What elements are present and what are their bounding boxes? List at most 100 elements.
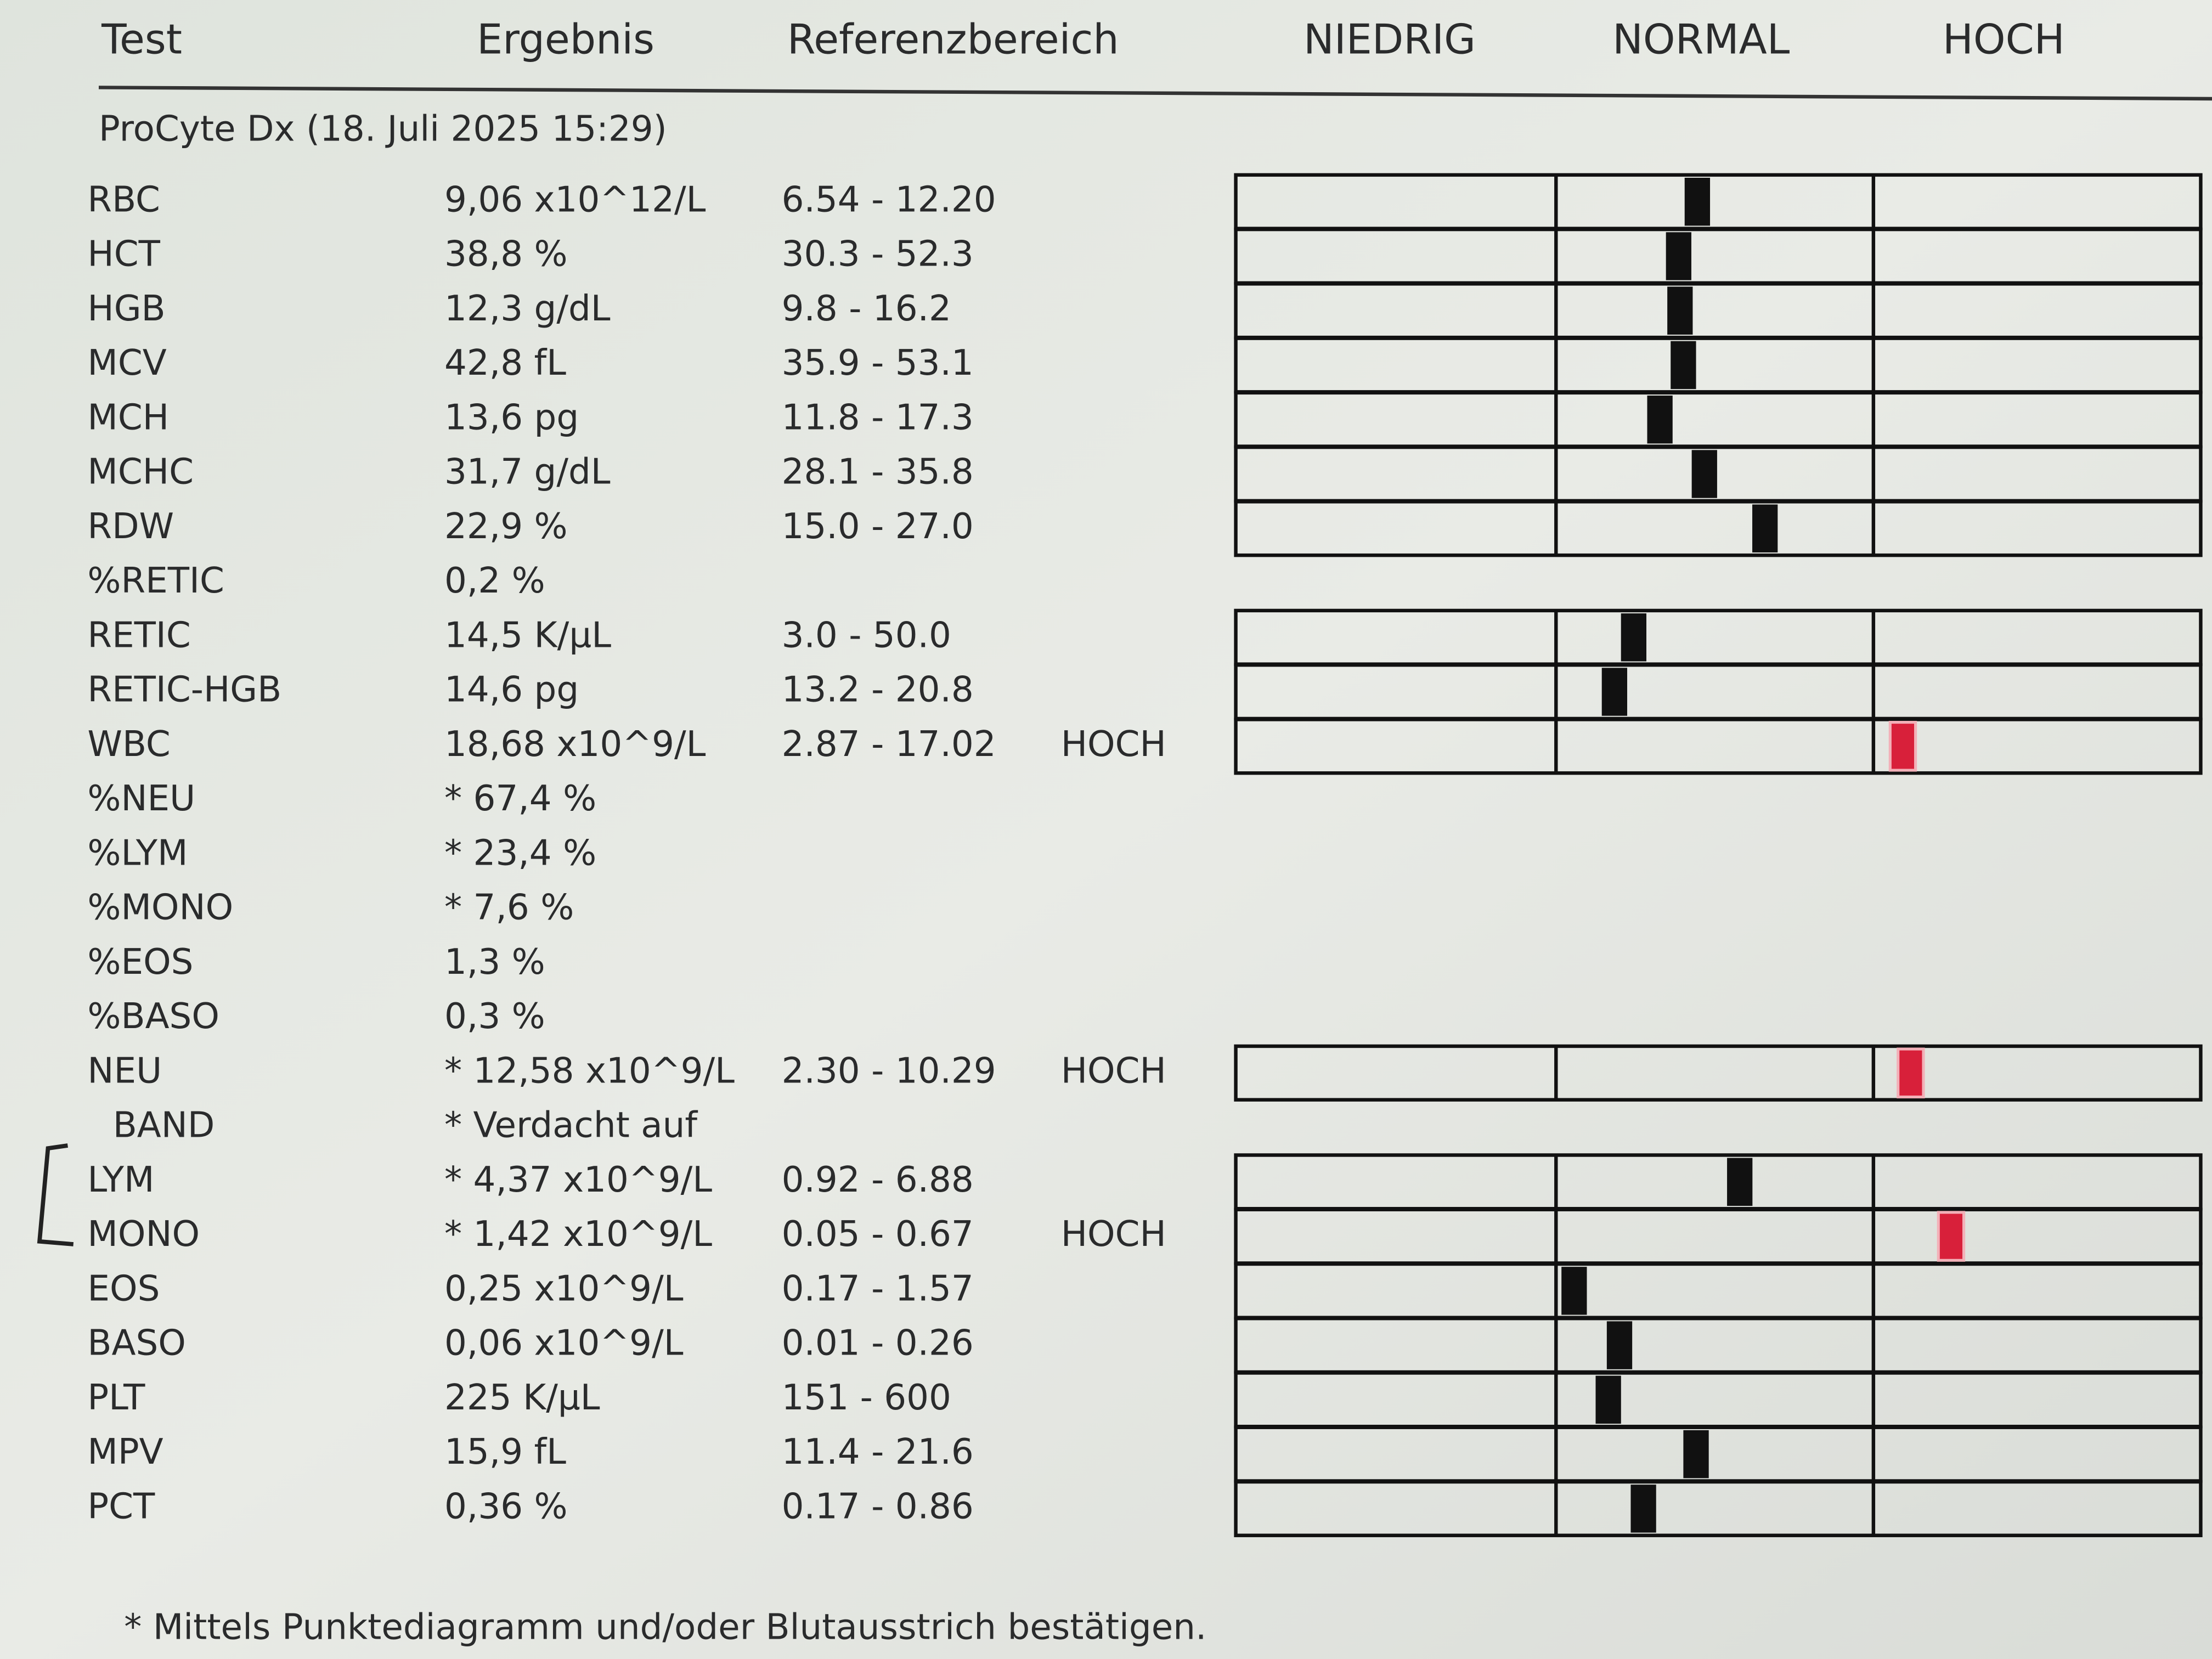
result-marker [1667, 286, 1693, 335]
result: 9,06 x10^12/L [444, 179, 706, 220]
flag: HOCH [1061, 1050, 1166, 1091]
test-name: MPV [87, 1431, 163, 1472]
bracket [37, 1143, 74, 1246]
test-name: BAND [113, 1105, 215, 1146]
result-marker [1727, 1158, 1753, 1206]
range-box [1234, 718, 2203, 775]
test-name: RDW [87, 506, 174, 547]
range-box [1234, 1480, 2203, 1537]
test-name: EOS [87, 1268, 160, 1309]
column-header: NIEDRIG [1304, 16, 1476, 64]
test-name: MCH [87, 397, 169, 438]
column-header: Test [101, 16, 182, 64]
result-marker [1621, 613, 1646, 662]
result: 18,68 x10^9/L [444, 724, 706, 765]
result-marker [1691, 450, 1717, 498]
result-marker [1561, 1267, 1587, 1315]
result: 15,9 fL [444, 1431, 566, 1472]
reference-range: 0.17 - 0.86 [782, 1486, 974, 1527]
result-marker [1606, 1321, 1633, 1369]
column-header: NORMAL [1612, 16, 1790, 64]
reference-range: 28.1 - 35.8 [782, 452, 974, 493]
test-name: PCT [87, 1486, 155, 1527]
result: * 1,42 x10^9/L [444, 1214, 712, 1255]
test-name: %MONO [87, 887, 233, 928]
result-marker [1666, 232, 1691, 280]
reference-range: 0.92 - 6.88 [782, 1159, 974, 1200]
result: * 12,58 x10^9/L [444, 1050, 735, 1091]
reference-range: 30.3 - 52.3 [782, 234, 974, 275]
test-name: BASO [87, 1323, 185, 1364]
result: 22,9 % [444, 506, 568, 547]
flag: HOCH [1061, 1214, 1166, 1255]
result: * 7,6 % [444, 887, 574, 928]
test-name: NEU [87, 1050, 162, 1091]
reference-range: 6.54 - 12.20 [782, 179, 996, 220]
result: 13,6 pg [444, 397, 579, 438]
test-name: MCHC [87, 452, 194, 493]
reference-range: 15.0 - 27.0 [782, 506, 974, 547]
result-marker [1630, 1485, 1656, 1533]
result: 38,8 % [444, 234, 568, 275]
result: * 23,4 % [444, 832, 596, 873]
column-header: Referenzbereich [787, 16, 1119, 64]
reference-range: 11.4 - 21.6 [782, 1431, 974, 1472]
reference-range: 0.17 - 1.57 [782, 1268, 974, 1309]
flag: HOCH [1061, 724, 1166, 765]
test-name: MONO [87, 1214, 200, 1255]
reference-range: 0.01 - 0.26 [782, 1323, 974, 1364]
result: 0,06 x10^9/L [444, 1323, 684, 1364]
result: 1,3 % [444, 941, 545, 983]
reference-range: 151 - 600 [782, 1377, 951, 1418]
test-name: RETIC [87, 614, 190, 656]
result: 0,2 % [444, 560, 545, 601]
result: 31,7 g/dL [444, 452, 611, 493]
result-marker [1647, 396, 1673, 444]
instrument: ProCyte Dx (18. Juli 2025 15:29) [99, 109, 667, 150]
reference-range: 13.2 - 20.8 [782, 669, 974, 710]
reference-range: 0.05 - 0.67 [782, 1214, 974, 1255]
range-box [1234, 500, 2203, 557]
test-name: %NEU [87, 778, 195, 819]
column-header: Ergebnis [477, 16, 654, 64]
result-marker [1897, 1047, 1925, 1099]
result-marker [1595, 1375, 1621, 1424]
test-name: WBC [87, 724, 170, 765]
result: * 67,4 % [444, 778, 596, 819]
reference-range: 2.87 - 17.02 [782, 724, 996, 765]
result-marker [1888, 721, 1917, 772]
test-name: %BASO [87, 996, 219, 1037]
reference-range: 3.0 - 50.0 [782, 614, 951, 656]
reference-range: 9.8 - 16.2 [782, 288, 951, 329]
result-marker [1683, 1430, 1709, 1479]
result: 14,6 pg [444, 669, 579, 710]
result-marker [1752, 504, 1778, 552]
result: 0,25 x10^9/L [444, 1268, 684, 1309]
test-name: PLT [87, 1377, 145, 1418]
result: * Verdacht auf [444, 1105, 698, 1146]
range-box [1234, 1044, 2203, 1102]
test-name: %RETIC [87, 560, 224, 601]
result-marker [1684, 178, 1711, 226]
result: 0,3 % [444, 996, 545, 1037]
column-header: HOCH [1943, 16, 2065, 64]
result-marker [1601, 668, 1628, 716]
test-name: RBC [87, 179, 160, 220]
footnote: * Mittels Punktediagramm und/oder Blutau… [124, 1607, 1206, 1648]
result: 12,3 g/dL [444, 288, 611, 329]
result-marker [1937, 1211, 1966, 1262]
test-name: HGB [87, 288, 165, 329]
test-name: RETIC-HGB [87, 669, 281, 710]
test-name: %EOS [87, 941, 193, 983]
reference-range: 2.30 - 10.29 [782, 1050, 996, 1091]
result: 0,36 % [444, 1486, 568, 1527]
header-rule [98, 86, 2212, 101]
result: 14,5 K/µL [444, 614, 611, 656]
result: 42,8 fL [444, 342, 566, 383]
reference-range: 11.8 - 17.3 [782, 397, 974, 438]
test-name: %LYM [87, 832, 188, 873]
test-name: LYM [87, 1159, 154, 1200]
